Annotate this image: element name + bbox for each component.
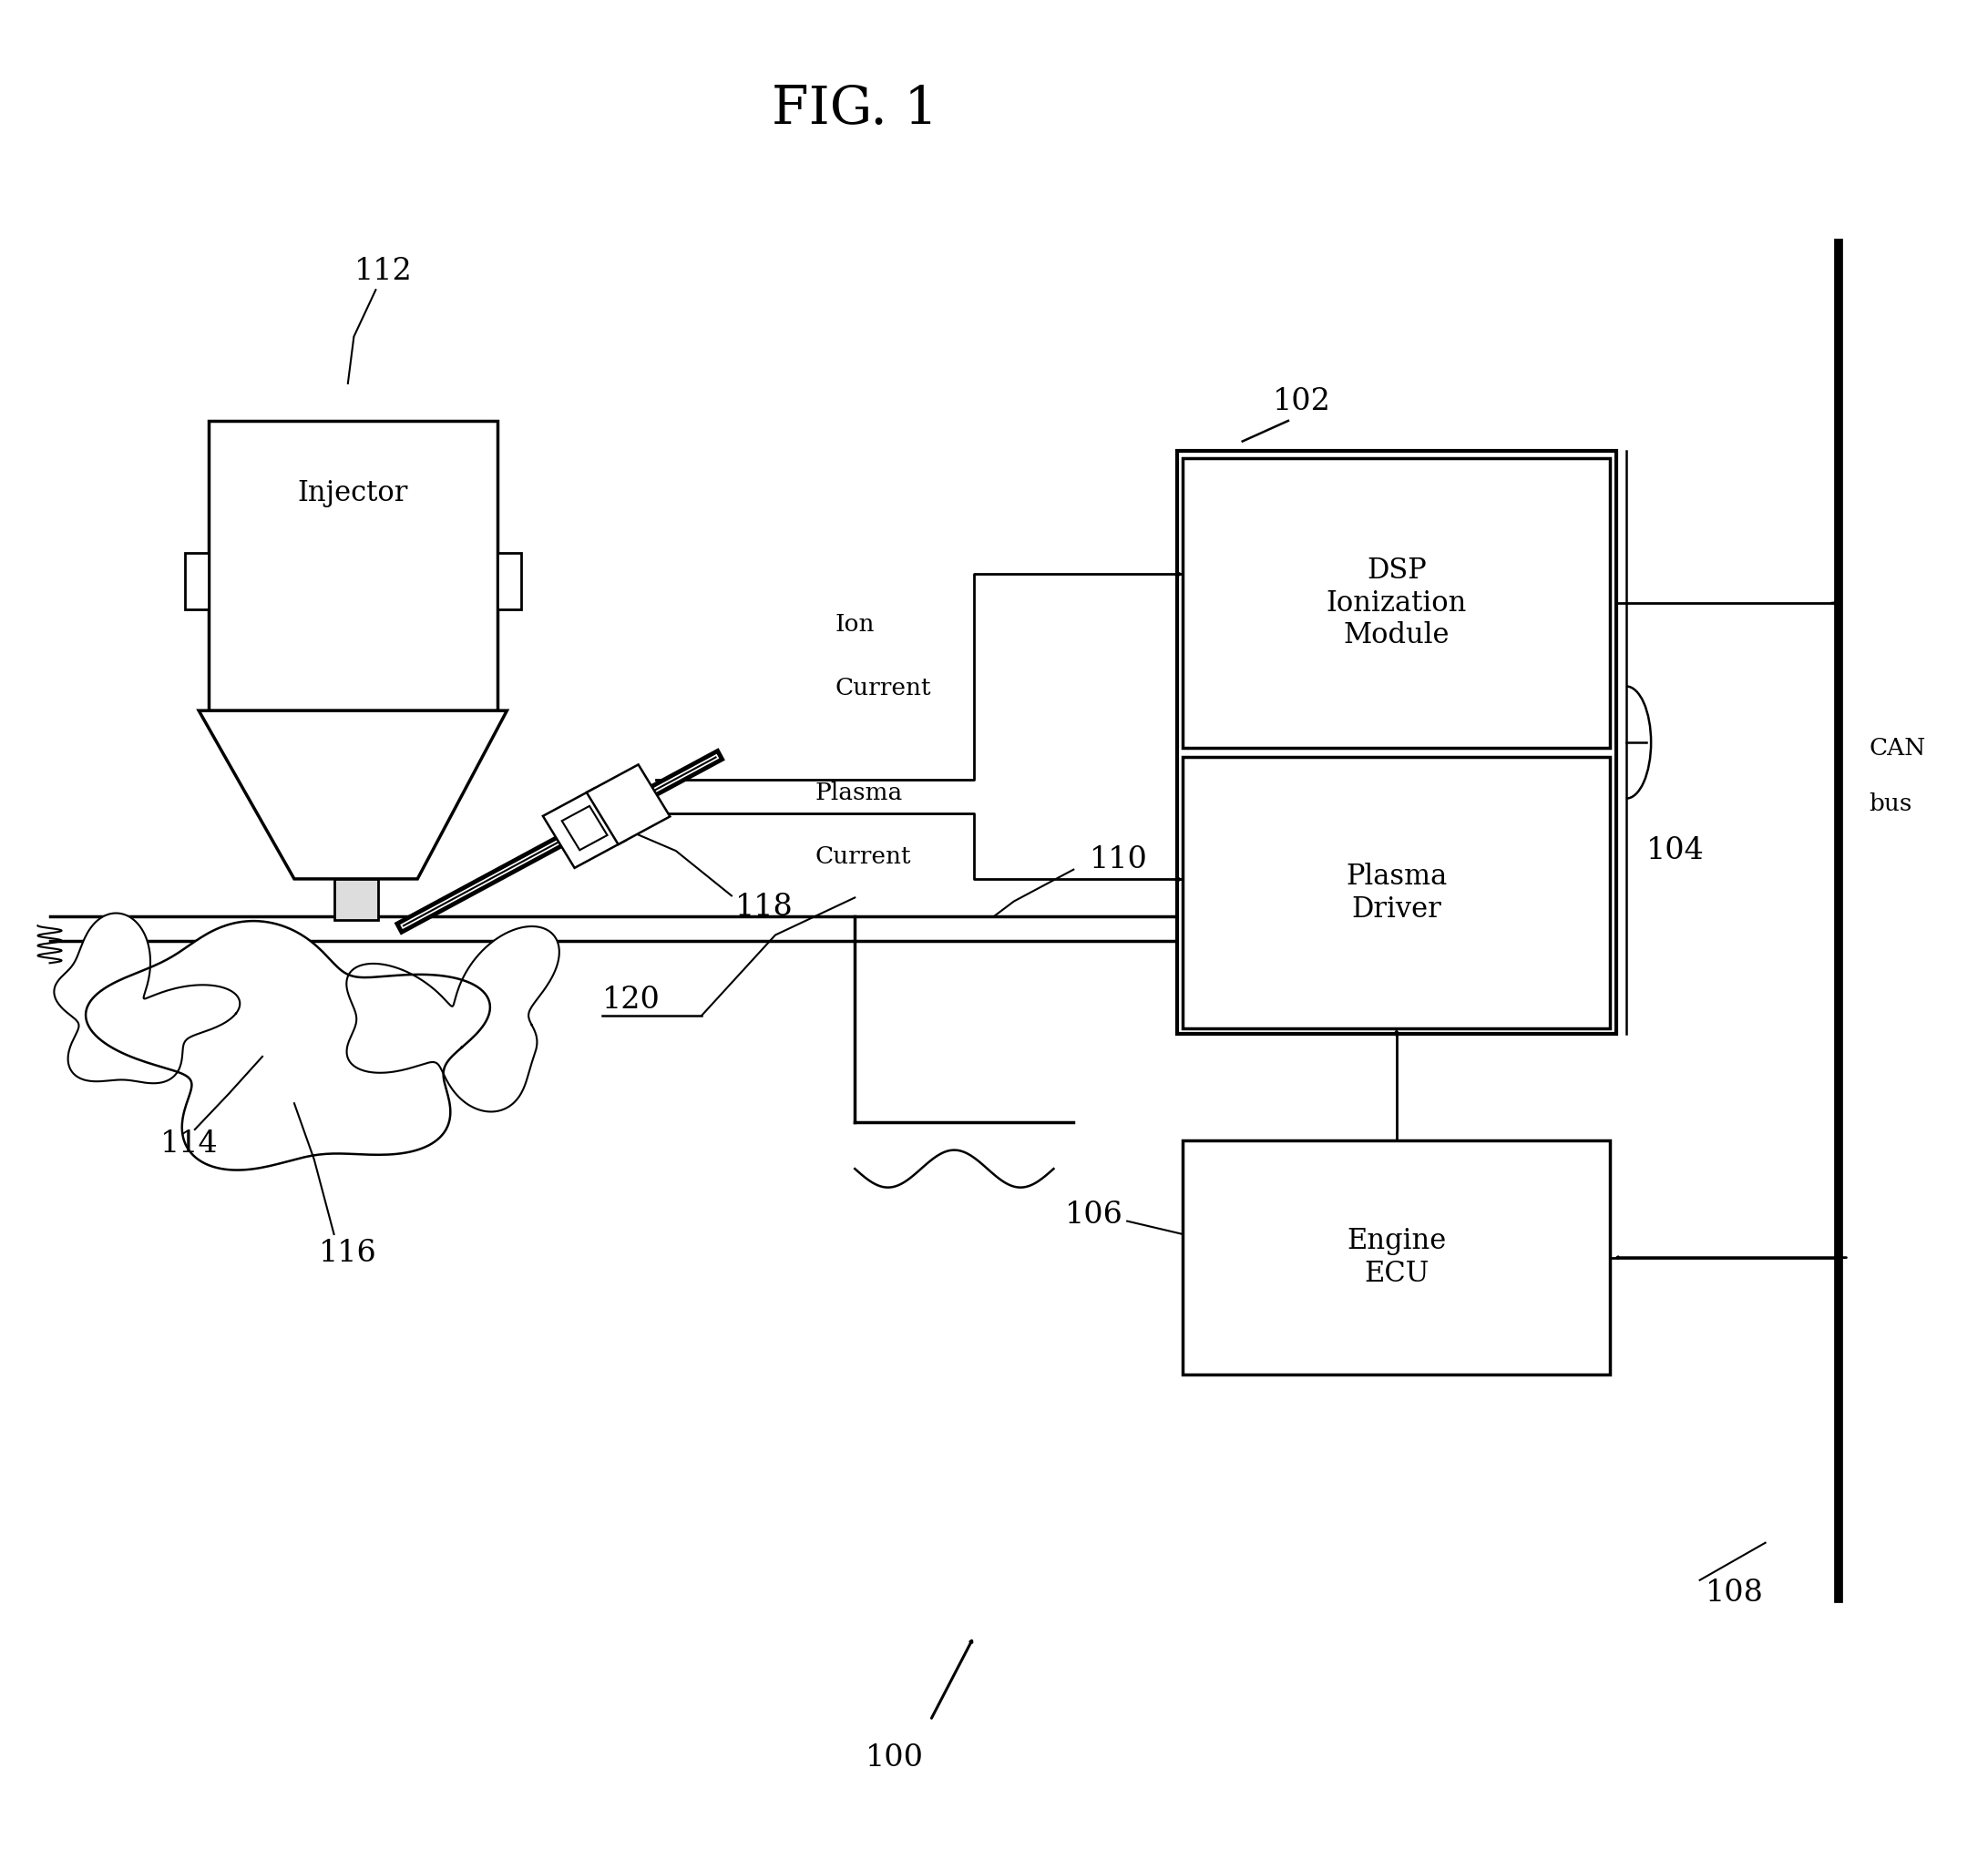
FancyBboxPatch shape (334, 879, 378, 920)
FancyBboxPatch shape (209, 421, 497, 711)
FancyBboxPatch shape (1183, 458, 1610, 748)
Text: bus: bus (1869, 793, 1912, 815)
Text: CAN: CAN (1869, 737, 1926, 759)
Text: FIG. 1: FIG. 1 (771, 84, 938, 135)
FancyBboxPatch shape (1183, 757, 1610, 1028)
Text: 108: 108 (1706, 1578, 1763, 1608)
Text: Ion: Ion (835, 613, 875, 636)
Polygon shape (586, 765, 670, 845)
Text: 104: 104 (1646, 836, 1704, 866)
FancyBboxPatch shape (497, 554, 521, 610)
Text: 114: 114 (159, 1129, 219, 1159)
Polygon shape (85, 922, 491, 1171)
Text: 110: 110 (1089, 845, 1147, 875)
FancyBboxPatch shape (185, 554, 209, 610)
Polygon shape (543, 787, 626, 868)
Text: DSP
Ionization
Module: DSP Ionization Module (1326, 557, 1467, 649)
Polygon shape (563, 806, 606, 851)
Text: 116: 116 (318, 1238, 378, 1268)
Text: 112: 112 (354, 256, 414, 286)
Polygon shape (54, 913, 241, 1083)
Text: 102: 102 (1272, 387, 1332, 417)
Text: Injector: Injector (298, 479, 408, 507)
Text: Plasma
Driver: Plasma Driver (1346, 862, 1447, 924)
Text: 100: 100 (865, 1743, 924, 1773)
Text: Current: Current (815, 845, 911, 868)
Polygon shape (346, 926, 559, 1111)
FancyBboxPatch shape (1177, 451, 1616, 1034)
Text: 118: 118 (736, 892, 793, 922)
Text: Current: Current (835, 677, 930, 699)
Text: 120: 120 (602, 985, 660, 1015)
Text: 106: 106 (1066, 1201, 1123, 1230)
Text: Plasma: Plasma (815, 782, 903, 804)
FancyBboxPatch shape (1183, 1141, 1610, 1374)
Text: Engine
ECU: Engine ECU (1346, 1227, 1447, 1288)
Polygon shape (199, 711, 507, 879)
